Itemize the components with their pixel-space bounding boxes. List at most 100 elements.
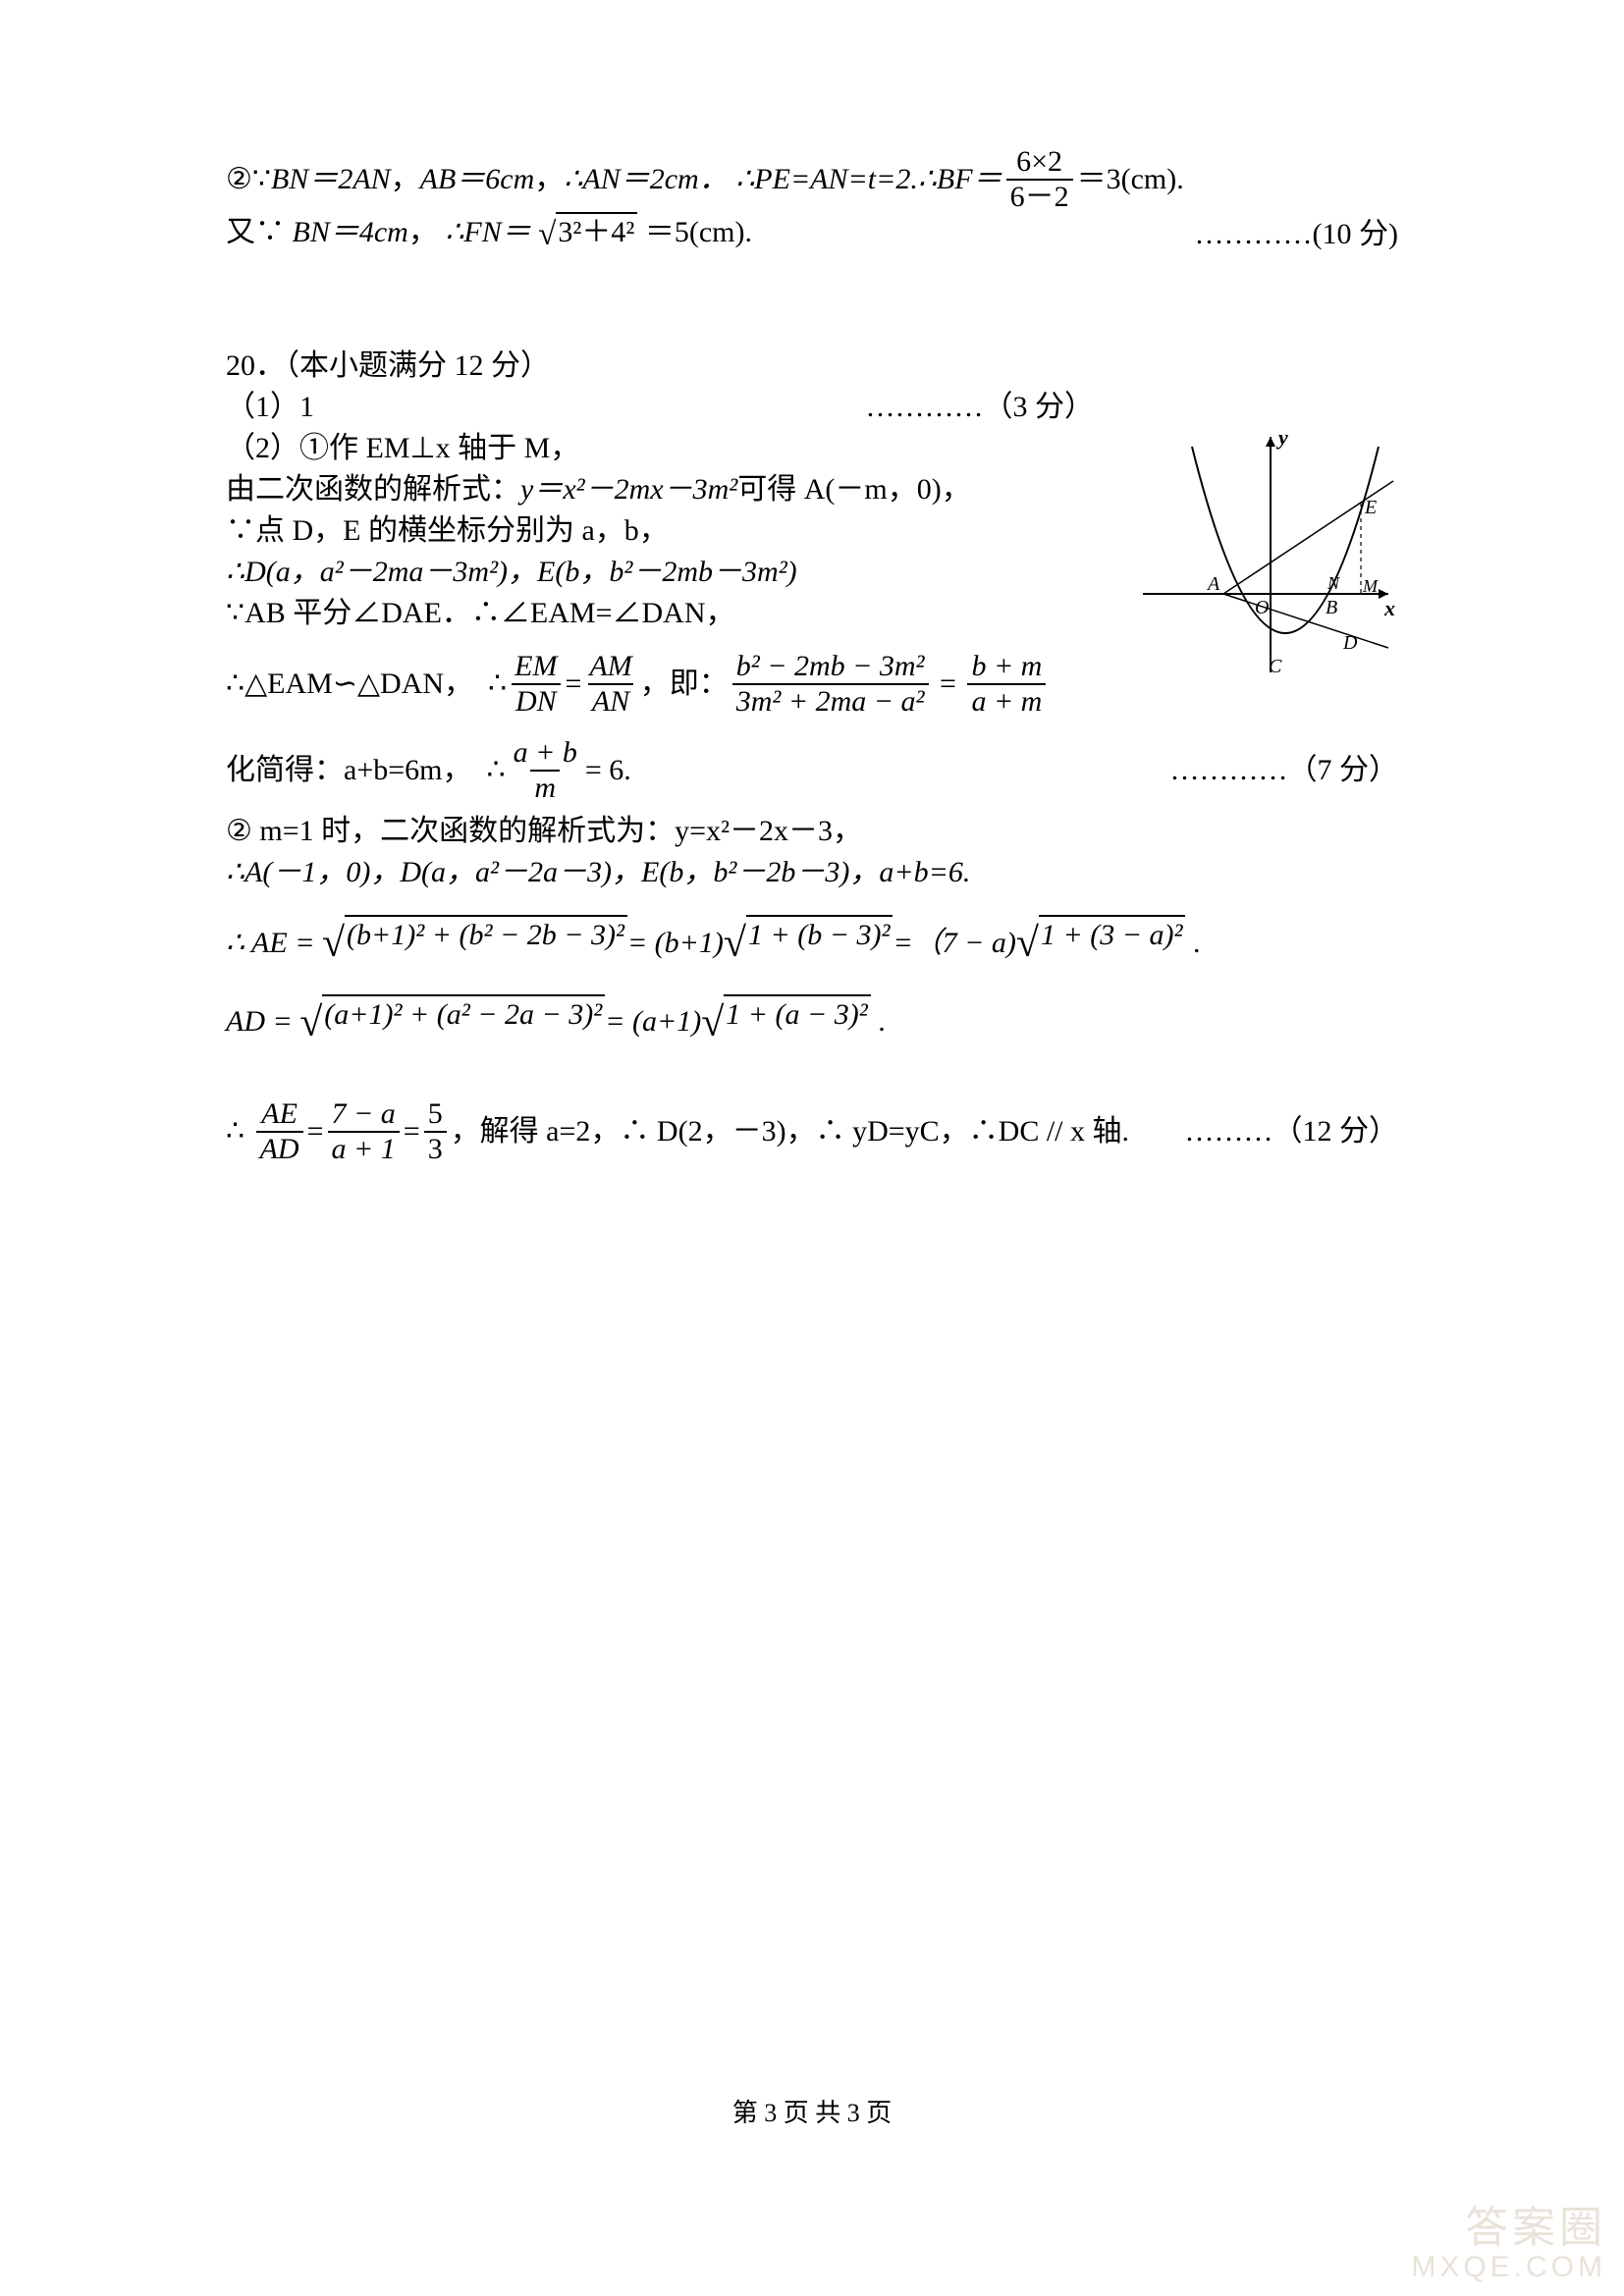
radical-icon: √: [299, 994, 322, 1052]
score-marker: …………（7 分）: [1170, 750, 1399, 791]
eq: BN＝2AN: [271, 159, 391, 200]
text: 化简得：a+b=6m，: [226, 750, 472, 791]
q20-simplify: 化简得：a+b=6m， ∴ a + b m = 6. …………（7 分）: [226, 738, 1398, 803]
label-y: y: [1275, 427, 1288, 450]
numer: 6×2: [1012, 147, 1066, 179]
fraction: 5 3: [424, 1099, 447, 1164]
y-arrow-icon: [1266, 437, 1275, 447]
eq: = 6.: [585, 750, 631, 791]
eq: ∴AN＝2cm．: [564, 159, 728, 200]
radicand: (b+1)² + (b² − 2b − 3)²: [345, 915, 627, 971]
page: ②∵ BN＝2AN， AB＝6cm， ∴AN＝2cm． ∴PE=AN=t=2. …: [0, 0, 1624, 2296]
fraction: AM AN: [585, 652, 635, 717]
label-B: B: [1326, 597, 1337, 618]
eq: y＝x²－2mx－3m²: [520, 469, 737, 510]
radicand: 1 + (b − 3)²: [746, 915, 893, 971]
q20-p1: （1）1 …………（3 分）: [226, 387, 1398, 428]
eq: = (a+1): [605, 1001, 701, 1042]
fraction: 6×2 6－2: [1006, 147, 1073, 212]
denom: DN: [512, 683, 561, 717]
text: ∴△EAM∽△DAN，: [226, 664, 473, 705]
radical-icon: √: [322, 915, 345, 973]
denom: 3: [424, 1131, 447, 1164]
denom: a + 1: [328, 1131, 400, 1164]
sqrt: √ 1 + (b − 3)²: [724, 915, 893, 971]
q19-line1: ②∵ BN＝2AN， AB＝6cm， ∴AN＝2cm． ∴PE=AN=t=2. …: [226, 147, 1398, 212]
eq: AB＝6cm: [420, 159, 535, 200]
radical-icon: √: [701, 994, 724, 1052]
eq: =（7 − a): [893, 923, 1015, 964]
score-marker: ………（12 分）: [1185, 1111, 1399, 1152]
eq: = (b+1): [627, 923, 724, 964]
fraction: 7 − a a + 1: [328, 1099, 400, 1164]
label-C: C: [1269, 656, 1282, 677]
q19-line2: 又∵ BN＝4cm， ∴FN＝ √ 3²＋4² ＝5(cm). …………(10 …: [226, 212, 1398, 257]
radicand: 3²＋4²: [556, 212, 637, 257]
text: （1）1: [226, 387, 314, 428]
denom: AN: [588, 683, 633, 717]
fraction: b + m a + m: [967, 652, 1046, 717]
radical-icon: √: [724, 915, 746, 973]
diagram-svg: y x A O B N M E D C: [1133, 427, 1398, 682]
q20-heading: 20．（本小题满分 12 分）: [226, 346, 1398, 387]
text: 又∵: [226, 216, 285, 248]
eq: =: [565, 664, 581, 705]
numer: a + b: [510, 738, 581, 770]
fraction: AE AD: [256, 1099, 303, 1164]
watermark-url: MXQE.COM: [1411, 2251, 1606, 2283]
denom: a + m: [967, 683, 1046, 717]
q20-p2g: ② m=1 时，二次函数的解析式为：y=x²－2x－3，: [226, 811, 1398, 852]
left-group: 又∵ BN＝4cm， ∴FN＝ √ 3²＋4² ＝5(cm).: [226, 212, 752, 257]
text: ，即：: [640, 664, 729, 705]
label-x: x: [1383, 596, 1395, 620]
radical-icon: √: [538, 212, 556, 257]
eq: =: [933, 664, 964, 705]
eq: ∴BF＝: [918, 159, 1002, 200]
label-M: M: [1362, 576, 1379, 596]
q20-AE: ∴ AE = √ (b+1)² + (b² − 2b − 3)² = (b+1)…: [226, 915, 1398, 971]
label-E: E: [1364, 497, 1377, 518]
label-D: D: [1342, 632, 1358, 654]
page-footer: 第 3 页 共 3 页: [0, 2093, 1624, 2129]
q20-final: ∴ AE AD = 7 − a a + 1 = 5 3 ，解得 a=2，∴ D(…: [226, 1099, 1398, 1164]
text: 可得 A(－m，0)，: [737, 469, 970, 510]
spacer: [226, 257, 1398, 346]
sqrt: √ (a+1)² + (a² − 2a − 3)²: [299, 994, 605, 1050]
score-marker: …………（3 分）: [866, 387, 1095, 428]
left-group: 化简得：a+b=6m， ∴ a + b m = 6.: [226, 738, 631, 803]
eq: ＝3(cm).: [1077, 159, 1184, 200]
label: ∴ AE =: [226, 923, 314, 964]
numer: b² − 2mb − 3m²: [732, 652, 929, 683]
parabola-diagram: y x A O B N M E D C: [1133, 427, 1398, 682]
fraction: EM DN: [511, 652, 561, 717]
fraction: a + b m: [510, 738, 581, 803]
label-A: A: [1206, 573, 1220, 595]
sqrt: √ (b+1)² + (b² − 2b − 3)²: [322, 915, 627, 971]
label-O: O: [1255, 597, 1269, 618]
sqrt: √ 1 + (a − 3)²: [701, 994, 871, 1050]
sqrt: √ 3²＋4²: [538, 212, 637, 257]
numer: 5: [424, 1099, 447, 1131]
parabola-curve: [1192, 447, 1379, 633]
fraction: b² − 2mb − 3m² 3m² + 2ma − a²: [732, 652, 929, 717]
numer: b + m: [967, 652, 1046, 683]
denom: m: [530, 770, 560, 803]
radical-icon: √: [1016, 915, 1039, 973]
q20-AD: AD = √ (a+1)² + (a² − 2a − 3)² = (a+1) √…: [226, 994, 1398, 1050]
numer: 7 − a: [328, 1099, 400, 1131]
ray-AD: [1223, 594, 1388, 648]
eq: ∴FN＝: [445, 216, 530, 248]
text: ，解得 a=2，∴ D(2，－3)，∴ yD=yC，∴DC // x 轴.: [451, 1111, 1129, 1152]
text: ②∵: [226, 159, 271, 200]
watermark: 答案圈 MXQE.COM: [1411, 2192, 1606, 2284]
eq: BN＝4cm: [293, 216, 408, 248]
radicand: 1 + (a − 3)²: [724, 994, 870, 1050]
period: .: [871, 1001, 886, 1042]
numer: AM: [585, 652, 635, 683]
numer: EM: [511, 652, 561, 683]
label: AD =: [226, 1001, 293, 1042]
q20-p2h: ∴A(－1，0)，D(a，a²－2a－3)，E(b，b²－2b－3)，a+b=6…: [226, 852, 1398, 893]
eq: ＝5(cm).: [645, 216, 752, 248]
radicand: 1 + (3 − a)²: [1039, 915, 1185, 971]
period: .: [1185, 923, 1200, 964]
